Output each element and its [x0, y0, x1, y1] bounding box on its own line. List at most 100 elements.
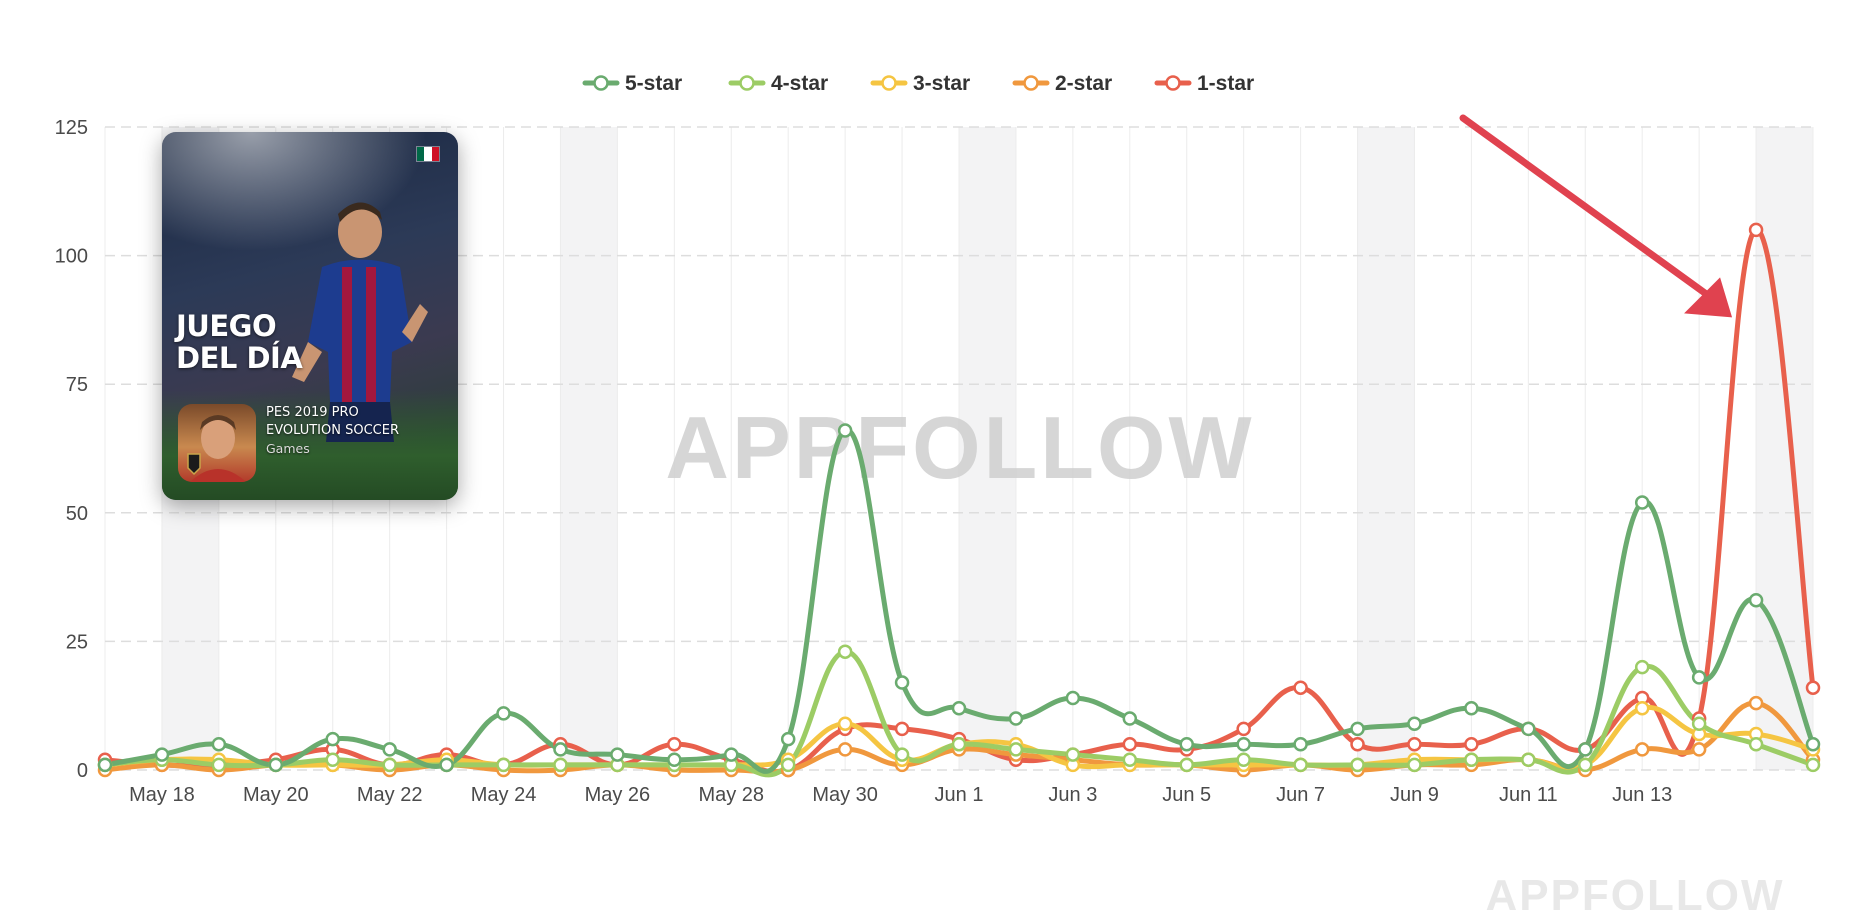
stadium-lights — [162, 132, 458, 272]
data-point-4-star — [1122, 752, 1138, 767]
app-info: PES 2019 PRO EVOLUTION SOCCER Games — [266, 404, 399, 458]
data-point-5-star — [382, 742, 397, 757]
app-name-line-2: EVOLUTION SOCCER — [266, 423, 399, 438]
data-point-4-star — [1407, 757, 1422, 773]
data-point-4-star — [325, 752, 340, 767]
headline-line-2: DEL DÍA — [176, 341, 303, 375]
promo-card[interactable]: JUEGO DEL DÍA PES 2019 PRO EVOLUTION SOC… — [162, 132, 458, 500]
x-tick-label: Jun 7 — [1276, 784, 1325, 806]
y-tick-label: 25 — [66, 631, 88, 653]
legend-label: 2-star — [1055, 72, 1112, 95]
data-point-2-star — [837, 742, 853, 757]
data-point-4-star — [894, 747, 910, 762]
legend-label: 4-star — [771, 72, 828, 95]
legend-label: 1-star — [1197, 72, 1254, 95]
data-point-5-star — [1293, 737, 1308, 752]
data-point-4-star — [1748, 737, 1764, 752]
headline-line-1: JUEGO — [176, 309, 277, 343]
legend-item-5-star[interactable]: 5-star — [582, 72, 682, 95]
x-tick-label: May 18 — [129, 784, 195, 806]
data-point-4-star — [951, 737, 967, 752]
data-point-5-star — [268, 757, 284, 773]
data-point-5-star — [1179, 737, 1194, 752]
data-point-4-star — [1293, 757, 1308, 773]
weekend-band — [959, 127, 1016, 770]
flag-stripe-red — [431, 147, 439, 161]
data-point-5-star — [1008, 711, 1024, 726]
data-point-1-star — [1464, 737, 1479, 752]
data-point-5-star — [154, 747, 170, 762]
x-tick-label: Jun 9 — [1390, 784, 1439, 806]
app-icon[interactable] — [178, 404, 256, 482]
data-point-5-star — [724, 747, 739, 762]
legend-swatch-marker — [1023, 75, 1039, 91]
weekend-band — [1756, 127, 1813, 770]
x-tick-label: May 30 — [812, 784, 878, 806]
data-point-5-star — [1464, 701, 1479, 716]
data-point-4-star — [1464, 752, 1479, 767]
data-point-1-star — [1407, 737, 1422, 752]
legend-item-4-star[interactable]: 4-star — [728, 72, 828, 95]
data-point-1-star — [1748, 222, 1764, 238]
data-point-5-star — [1691, 670, 1707, 685]
y-tick-label: 125 — [55, 117, 88, 139]
data-point-4-star — [553, 757, 568, 773]
legend-swatch-marker — [593, 75, 609, 91]
data-point-4-star — [1065, 747, 1081, 762]
data-point-1-star — [1805, 680, 1821, 695]
data-point-5-star — [837, 423, 853, 438]
x-tick-label: May 28 — [698, 784, 764, 806]
app-category: Games — [266, 441, 310, 456]
app-icon-portrait — [187, 415, 246, 482]
data-point-5-star — [1521, 721, 1536, 737]
data-point-5-star — [1578, 742, 1593, 757]
weekend-band — [1357, 127, 1415, 770]
arrow-head — [1684, 277, 1733, 318]
legend-item-1-star[interactable]: 1-star — [1154, 72, 1254, 95]
data-point-5-star — [1065, 690, 1081, 706]
weekend-bands — [161, 127, 1813, 770]
flag-stripe-green — [417, 147, 425, 161]
arrow-shaft — [1459, 114, 1712, 299]
data-point-5-star — [553, 742, 568, 757]
legend-swatch-marker — [881, 75, 897, 91]
card-headline: JUEGO DEL DÍA — [176, 309, 303, 375]
data-point-3-star — [1634, 701, 1650, 716]
data-point-4-star — [837, 644, 853, 659]
data-point-1-star — [1293, 680, 1308, 695]
data-point-5-star — [439, 757, 454, 773]
data-point-1-star — [667, 737, 682, 752]
data-point-1-star — [1236, 721, 1251, 737]
mexico-flag-icon — [416, 146, 440, 162]
legend-item-3-star[interactable]: 3-star — [870, 72, 970, 95]
data-point-5-star — [1122, 711, 1138, 726]
data-point-4-star — [1578, 757, 1593, 773]
legend-item-2-star[interactable]: 2-star — [1012, 72, 1112, 95]
data-point-4-star — [1634, 659, 1650, 675]
x-tick-label: May 22 — [357, 784, 423, 806]
y-tick-label: 75 — [66, 374, 88, 396]
data-point-4-star — [780, 757, 796, 773]
x-axis: May 18 May 20 May 22 May 24 May 26 May 28 May … — [129, 784, 1672, 806]
data-point-5-star — [496, 706, 511, 721]
x-tick-label: Jun 1 — [935, 784, 984, 806]
legend[interactable]: 5-star 4-star 3-star 2-star 1-star — [582, 72, 1254, 95]
legend-label: 3-star — [913, 72, 970, 95]
legend-swatch-marker — [739, 75, 755, 91]
series-points — [97, 222, 1821, 778]
data-point-2-star — [1634, 742, 1650, 757]
watermark-center: APPFOLLOW — [665, 398, 1254, 497]
data-point-5-star — [1805, 737, 1821, 752]
y-axis: 0 25 50 75 100 125 — [55, 117, 88, 782]
data-point-5-star — [1407, 716, 1422, 731]
annotation-arrow — [1459, 114, 1733, 318]
data-point-4-star — [496, 757, 511, 773]
data-point-5-star — [1634, 495, 1650, 510]
data-point-3-star — [837, 716, 853, 731]
data-point-2-star — [1748, 695, 1764, 711]
data-point-5-star — [1236, 737, 1251, 752]
legend-swatch-marker — [1165, 75, 1181, 91]
x-tick-label: Jun 3 — [1048, 784, 1097, 806]
data-point-4-star — [1179, 757, 1194, 773]
